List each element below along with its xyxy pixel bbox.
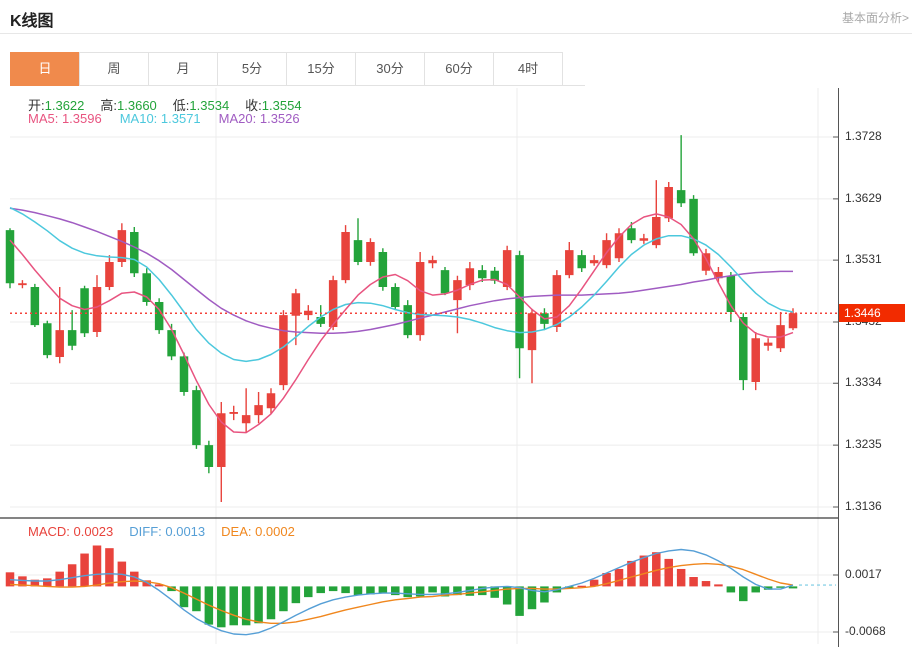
y-axis-label: 1.3136 <box>845 499 882 513</box>
high-item: 高:1.3660 <box>100 98 157 113</box>
tab-month[interactable]: 月 <box>148 52 218 86</box>
y-axis-label: 1.3235 <box>845 437 882 452</box>
macd-item: MACD: 0.0023 <box>28 524 114 539</box>
title-divider <box>0 33 912 34</box>
fundamental-analysis-link[interactable]: 基本面分析> <box>841 11 909 25</box>
y-axis-label: 1.3334 <box>845 375 882 390</box>
y-axis-label: 1.3531 <box>845 252 882 267</box>
low-item: 低:1.3534 <box>172 98 230 113</box>
y-axis-label: 1.3728 <box>845 129 882 143</box>
tab-row-extension <box>563 52 585 86</box>
tab-5min[interactable]: 5分 <box>217 52 287 86</box>
dea-item: DEA: 0.0002 <box>221 524 295 539</box>
tab-4hour[interactable]: 4时 <box>493 52 563 86</box>
ma5-item: MA5: 1.3596 <box>28 111 102 126</box>
open-item: 开:1.3622 <box>28 98 85 113</box>
macd-legend: MACD: 0.0023 DIFF: 0.0013 DEA: 0.0002 <box>28 524 295 539</box>
tab-60min[interactable]: 60分 <box>424 52 494 86</box>
tab-30min[interactable]: 30分 <box>355 52 425 86</box>
y-axis-label: 1.3629 <box>845 190 882 205</box>
y-axis-label: -0.0068 <box>845 624 886 638</box>
ma10-item: MA10: 1.3571 <box>119 111 201 126</box>
tab-day[interactable]: 日 <box>10 52 80 86</box>
period-tabs: 日 周 月 5分 15分 30分 60分 4时 <box>10 52 585 86</box>
tab-15min[interactable]: 15分 <box>286 52 356 86</box>
last-price-badge: 1.3446 <box>839 304 905 323</box>
ma20-item: MA20: 1.3526 <box>218 111 300 126</box>
close-item: 收:1.3554 <box>245 98 302 113</box>
ohlc-legend: 开:1.3622 高:1.3660 低:1.3534 收:1.3554 <box>28 95 302 114</box>
diff-item: DIFF: 0.0013 <box>129 524 206 539</box>
ma-legend: MA5: 1.3596 MA10: 1.3571 MA20: 1.3526 <box>28 111 300 126</box>
tab-week[interactable]: 周 <box>79 52 149 86</box>
y-axis-label: 0.0017 <box>845 566 882 581</box>
page-title: K线图 <box>10 13 54 30</box>
